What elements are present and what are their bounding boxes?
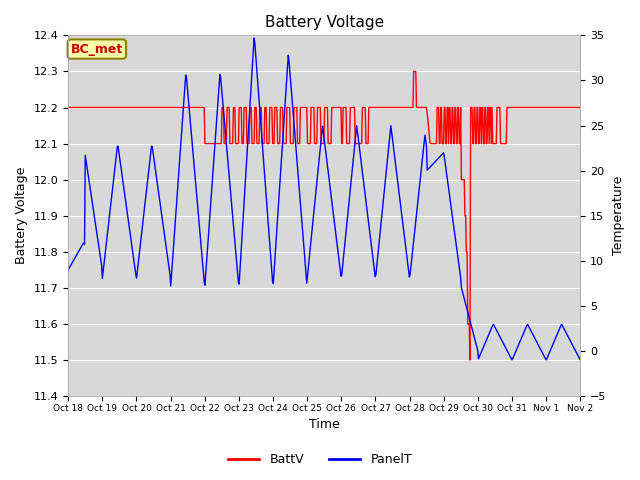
PanelT <box>577 357 584 363</box>
BattV <box>577 105 584 110</box>
BattV <box>205 141 213 146</box>
Line: BattV: BattV <box>68 72 580 360</box>
PanelT <box>74 251 81 256</box>
BattV <box>387 105 394 110</box>
Y-axis label: Battery Voltage: Battery Voltage <box>15 167 28 264</box>
Text: BC_met: BC_met <box>70 43 123 56</box>
Y-axis label: Temperature: Temperature <box>612 176 625 255</box>
Line: PanelT: PanelT <box>68 38 580 360</box>
Legend: BattV, PanelT: BattV, PanelT <box>223 448 417 471</box>
BattV <box>74 105 81 110</box>
PanelT <box>387 123 395 129</box>
PanelT <box>126 230 134 236</box>
PanelT <box>205 222 213 228</box>
BattV <box>410 69 417 74</box>
PanelT <box>64 267 72 273</box>
PanelT <box>179 122 186 128</box>
PanelT <box>402 245 410 251</box>
BattV <box>466 357 474 363</box>
BattV <box>401 105 409 110</box>
BattV <box>126 105 134 110</box>
PanelT <box>250 35 258 41</box>
BattV <box>64 105 72 110</box>
BattV <box>179 105 186 110</box>
Title: Battery Voltage: Battery Voltage <box>265 15 384 30</box>
X-axis label: Time: Time <box>309 419 340 432</box>
